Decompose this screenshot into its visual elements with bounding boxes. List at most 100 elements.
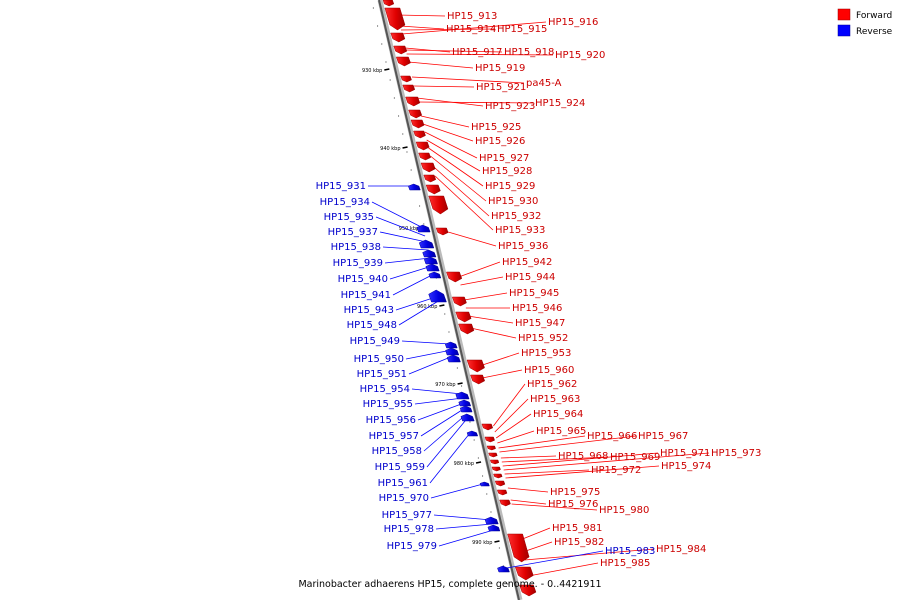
forward-label-connector bbox=[470, 327, 517, 339]
forward-label-connector bbox=[479, 352, 520, 367]
reverse-label-connector bbox=[389, 265, 433, 280]
gene-label-hp15-926: HP15_926 bbox=[475, 136, 525, 147]
gene-label-hp15-962: HP15_962 bbox=[527, 379, 577, 390]
forward-label-connector bbox=[505, 465, 660, 479]
forward-label-connector bbox=[495, 413, 532, 439]
forward-label-connector bbox=[524, 548, 655, 561]
forward-label-connector bbox=[501, 456, 609, 463]
tick-mark bbox=[494, 540, 500, 543]
forward-gene-feature bbox=[425, 184, 441, 195]
forward-gene-feature bbox=[493, 473, 503, 479]
gene-label-hp15-933: HP15_933 bbox=[495, 225, 545, 236]
gene-label-hp15-967: HP15_967 bbox=[638, 431, 688, 442]
tick-label: 980 kbp bbox=[454, 461, 474, 467]
gene-label-hp15-982: HP15_982 bbox=[554, 537, 604, 548]
forward-label-connector bbox=[426, 139, 481, 172]
reverse-label-connector bbox=[384, 257, 431, 264]
forward-gene-feature bbox=[428, 195, 449, 215]
forward-label-connector bbox=[417, 101, 534, 104]
gene-label-hp15-929: HP15_929 bbox=[485, 181, 535, 192]
forward-label-connector bbox=[511, 503, 598, 511]
reverse-gene-feature bbox=[497, 565, 510, 573]
forward-gene-feature bbox=[484, 436, 495, 443]
gene-label-hp15-942: HP15_942 bbox=[502, 257, 552, 268]
forward-label-connector bbox=[401, 21, 547, 35]
reverse-label-connector bbox=[405, 349, 452, 360]
genome-backbone-core bbox=[378, 0, 520, 600]
forward-gene-feature bbox=[400, 75, 412, 83]
reverse-label-connector bbox=[430, 483, 484, 499]
gene-label-pa45-a: pa45-A bbox=[526, 78, 562, 89]
reverse-gene-feature bbox=[487, 524, 501, 532]
forward-gene-feature bbox=[514, 566, 534, 581]
forward-label-connector bbox=[494, 398, 529, 433]
forward-label-connector bbox=[507, 487, 549, 493]
gene-label-hp15-981: HP15_981 bbox=[552, 523, 602, 534]
gene-label-hp15-964: HP15_964 bbox=[533, 409, 583, 420]
forward-label-connector bbox=[502, 452, 659, 467]
forward-label-connector bbox=[432, 165, 490, 217]
gene-label-hp15-975: HP15_975 bbox=[550, 487, 600, 498]
reverse-label-connector bbox=[433, 514, 492, 521]
gene-label-hp15-961: HP15_961 bbox=[378, 478, 428, 489]
forward-gene-feature bbox=[384, 7, 406, 31]
forward-gene-feature bbox=[413, 130, 426, 139]
gene-label-hp15-974: HP15_974 bbox=[661, 461, 711, 472]
tick-label: 950 kbp bbox=[399, 226, 419, 232]
tick-label: 960 kbp bbox=[417, 304, 437, 310]
reverse-gene-feature bbox=[459, 405, 473, 413]
gene-label-hp15-950: HP15_950 bbox=[354, 354, 404, 365]
reverse-label-connector bbox=[375, 216, 426, 237]
tick-mark bbox=[475, 461, 482, 464]
reverse-label-connector bbox=[411, 388, 462, 395]
gene-label-hp15-971: HP15_971 bbox=[660, 448, 710, 459]
gene-label-hp15-940: HP15_940 bbox=[338, 274, 388, 285]
reverse-label-connector bbox=[423, 413, 467, 452]
gene-label-hp15-954: HP15_954 bbox=[360, 384, 410, 395]
gene-label-hp15-948: HP15_948 bbox=[347, 320, 397, 331]
forward-label-connector bbox=[414, 85, 475, 88]
forward-gene-feature bbox=[418, 152, 431, 161]
forward-gene-feature bbox=[507, 533, 530, 563]
reverse-label-connector bbox=[435, 523, 493, 530]
forward-label-connector bbox=[434, 175, 494, 231]
reverse-gene-feature bbox=[460, 413, 475, 422]
reverse-gene-feature bbox=[479, 481, 490, 487]
forward-label-connector bbox=[497, 430, 535, 444]
gene-label-hp15-928: HP15_928 bbox=[482, 166, 532, 177]
forward-label-connector bbox=[424, 131, 478, 159]
gene-label-hp15-944: HP15_944 bbox=[505, 272, 555, 283]
forward-label-connector bbox=[498, 435, 586, 449]
gene-label-hp15-925: HP15_925 bbox=[471, 122, 521, 133]
forward-gene-feature bbox=[455, 311, 472, 323]
tick-mark bbox=[439, 304, 445, 307]
gene-label-hp15-913: HP15_913 bbox=[447, 11, 497, 22]
gene-label-hp15-941: HP15_941 bbox=[341, 290, 391, 301]
gene-label-hp15-972: HP15_972 bbox=[591, 465, 641, 476]
gene-label-hp15-919: HP15_919 bbox=[475, 63, 525, 74]
gene-label-hp15-979: HP15_979 bbox=[387, 541, 437, 552]
forward-gene-feature bbox=[494, 480, 506, 487]
reverse-gene-feature bbox=[446, 354, 461, 363]
gene-label-hp15-921: HP15_921 bbox=[476, 82, 526, 93]
gene-label-hp15-980: HP15_980 bbox=[599, 505, 649, 516]
gene-label-hp15-943: HP15_943 bbox=[344, 305, 394, 316]
forward-gene-feature bbox=[405, 96, 421, 107]
gene-label-hp15-917: HP15_917 bbox=[452, 47, 502, 58]
reverse-label-connector bbox=[382, 246, 429, 251]
forward-label-connector bbox=[519, 527, 551, 541]
forward-gene-feature bbox=[382, 0, 395, 7]
figure-caption: Marinobacter adhaerens HP15, complete ge… bbox=[298, 579, 601, 590]
gene-label-hp15-985: HP15_985 bbox=[600, 558, 650, 569]
gene-label-hp15-946: HP15_946 bbox=[512, 303, 562, 314]
gene-label-hp15-914: HP15_914 bbox=[446, 24, 496, 35]
forward-gene-feature bbox=[496, 489, 508, 496]
legend-forward-label: Forward bbox=[856, 11, 892, 21]
forward-gene-feature bbox=[466, 359, 485, 373]
reverse-label-connector bbox=[401, 340, 451, 345]
forward-gene-feature bbox=[390, 32, 406, 43]
forward-gene-feature bbox=[415, 141, 430, 151]
tick-label: 990 kbp bbox=[472, 540, 492, 546]
